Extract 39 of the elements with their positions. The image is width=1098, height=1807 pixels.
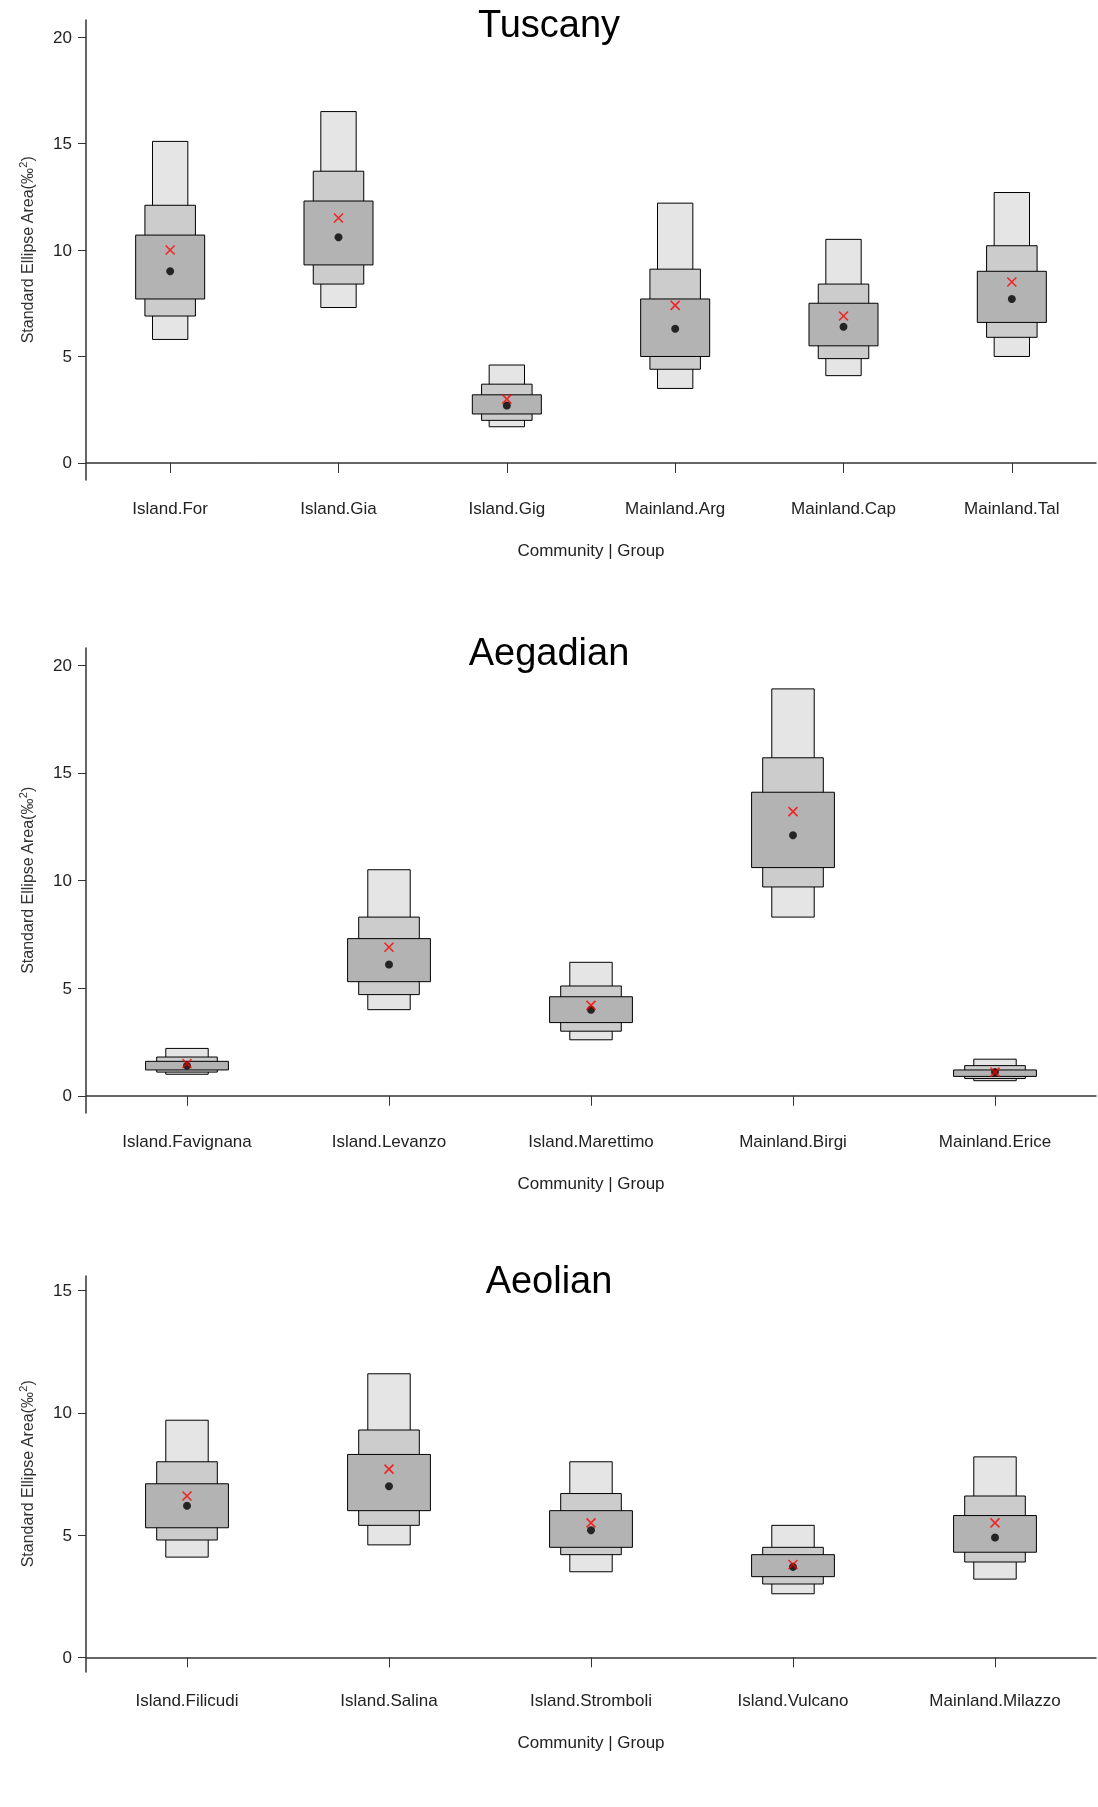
y-tick-label: 5	[62, 978, 72, 998]
y-tick-label: 10	[53, 1403, 72, 1423]
x-tick-label: Mainland.Milazzo	[929, 1691, 1061, 1710]
x-axis-title: Community | Group	[517, 541, 665, 560]
x-tick-label: Island.For	[132, 499, 209, 518]
x-tick-label: Mainland.Erice	[938, 1132, 1052, 1151]
x-tick-label: Mainland.Arg	[625, 499, 726, 518]
y-axis-title: Standard Ellipse Area(‰2)	[16, 786, 36, 974]
y-tick-label: 10	[53, 871, 72, 890]
y-tick-label: 5	[62, 1525, 72, 1545]
x-tick-label: Island.Favignana	[122, 1132, 253, 1151]
y-tick-label: 0	[62, 1086, 72, 1106]
y-axis-title: Standard Ellipse Area(‰2)	[16, 1380, 36, 1568]
y-tick-label: 5	[62, 346, 72, 366]
y-tick-label: 0	[62, 1647, 72, 1667]
x-tick-label: Island.Levanzo	[331, 1132, 447, 1151]
y-tick-label: 15	[53, 1281, 72, 1301]
x-axis-title: Community | Group	[517, 1733, 665, 1752]
y-tick-label: 10	[53, 240, 72, 260]
y-tick-label: 0	[62, 453, 72, 473]
chart-title: Aegadian	[468, 631, 630, 673]
x-tick-label: Island.Stromboli	[530, 1691, 652, 1710]
x-tick-label: Mainland.Cap	[791, 499, 896, 518]
chart-title: Aeolian	[485, 1259, 613, 1301]
x-tick-label: Island.Marettimo	[528, 1132, 654, 1151]
y-tick-label: 15	[53, 134, 72, 154]
y-axis-title: Standard Ellipse Area(‰2)	[16, 156, 36, 344]
x-tick-label: Island.Salina	[340, 1691, 439, 1710]
chart-title: Tuscany	[477, 3, 621, 45]
x-tick-label: Island.Gia	[300, 499, 378, 518]
x-tick-label: Mainland.Tal	[964, 499, 1060, 518]
y-tick-label: 15	[53, 763, 72, 783]
y-tick-label: 20	[53, 27, 72, 47]
x-tick-label: Island.Filicudi	[135, 1691, 239, 1710]
x-tick-label: Mainland.Birgi	[739, 1132, 847, 1151]
y-tick-label: 20	[53, 655, 72, 675]
x-axis-title: Community | Group	[517, 1174, 665, 1193]
x-tick-label: Island.Vulcano	[737, 1691, 849, 1710]
x-tick-label: Island.Gig	[468, 499, 546, 518]
